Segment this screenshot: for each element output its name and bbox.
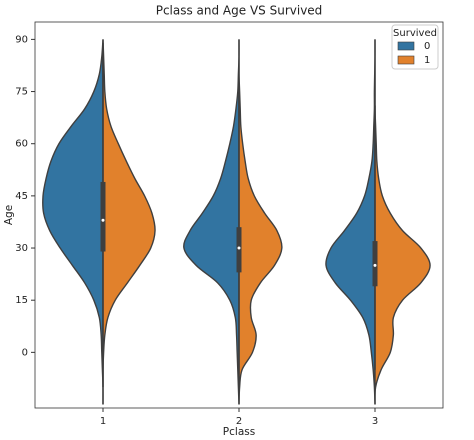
y-tick-label: 60 [15, 139, 28, 150]
y-axis-label: Age [3, 205, 15, 225]
y-tick-label: 30 [15, 243, 28, 254]
y-tick-label: 0 [22, 347, 28, 358]
y-tick-label: 75 [15, 87, 28, 98]
violin-half [183, 39, 240, 405]
x-axis-label: Pclass [223, 426, 255, 438]
y-tick-label: 90 [15, 34, 28, 45]
legend-title: Survived [393, 28, 437, 39]
y-tick-label: 45 [15, 191, 28, 202]
box [236, 227, 242, 273]
violin-half [42, 39, 104, 405]
x-tick-label: 2 [236, 416, 242, 427]
median [373, 263, 377, 267]
violin-half [102, 39, 156, 405]
box [100, 181, 106, 252]
median [237, 246, 241, 250]
y-tick-label: 15 [15, 295, 28, 306]
plot-frame [34, 21, 444, 409]
chart-title: Pclass and Age VS Survived [156, 4, 323, 18]
legend: Survived 0 1 [391, 24, 439, 70]
box [372, 241, 378, 287]
violin-half [325, 39, 376, 405]
legend-swatch [397, 41, 415, 51]
x-tick-label: 1 [100, 416, 106, 427]
x-tick-label: 3 [372, 416, 378, 427]
legend-label: 0 [424, 41, 430, 52]
legend-label: 1 [424, 55, 430, 66]
violin-half [374, 39, 431, 405]
violin-half [238, 39, 283, 405]
median [101, 218, 105, 222]
legend-swatch [397, 55, 415, 65]
